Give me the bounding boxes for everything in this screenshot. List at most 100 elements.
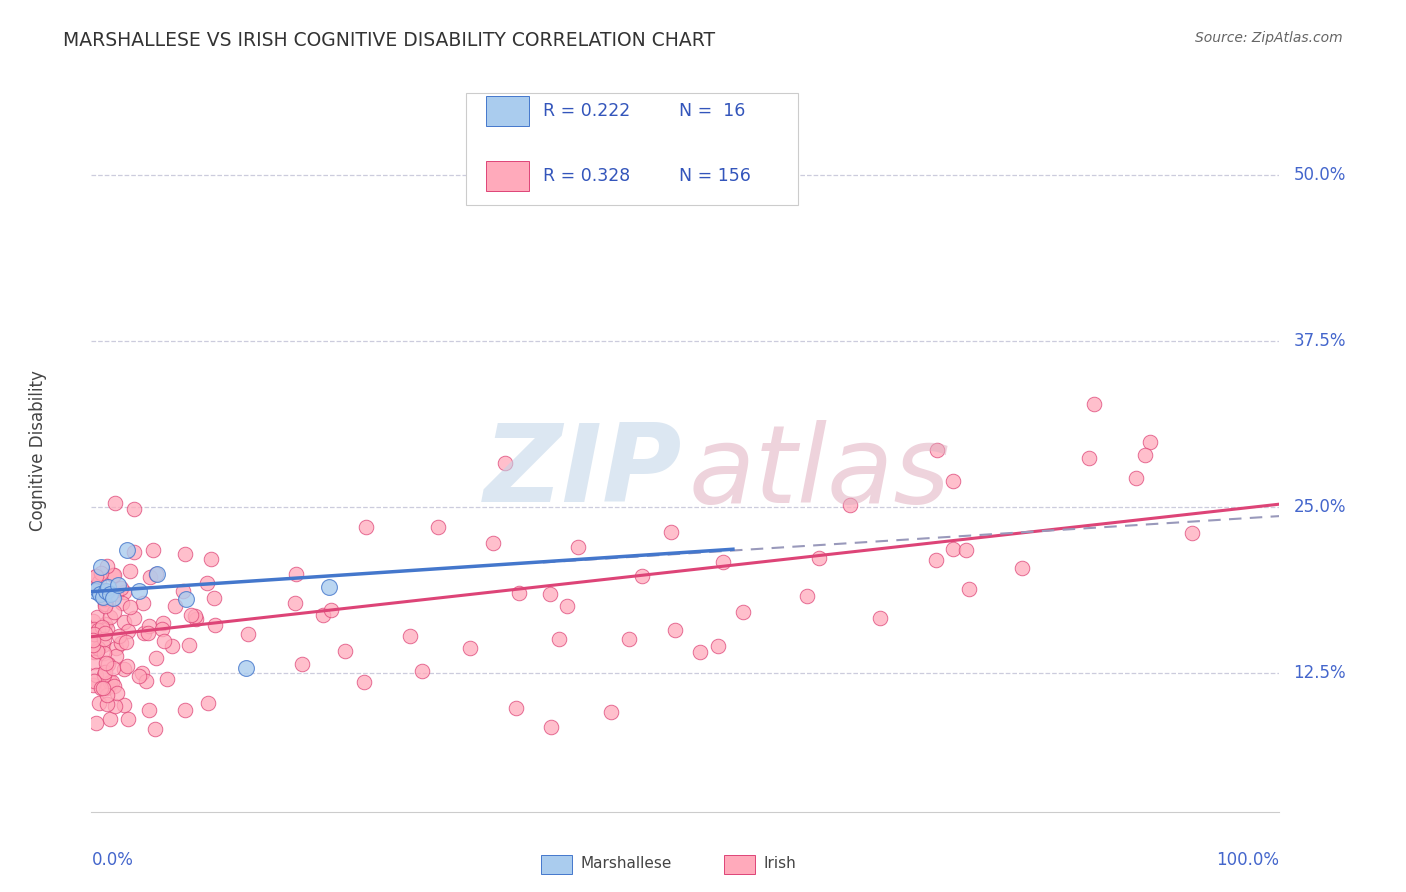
Point — [173, 584, 195, 599]
Point — [285, 566, 308, 581]
Text: Marshallese: Marshallese — [581, 856, 672, 871]
Point — [98, 675, 121, 690]
Point — [706, 639, 728, 653]
Point — [538, 587, 561, 601]
Point — [600, 706, 623, 720]
Point — [152, 615, 174, 630]
Point — [94, 599, 117, 614]
Point — [112, 615, 135, 630]
Point — [94, 617, 117, 632]
Point — [93, 626, 115, 640]
Text: 12.5%: 12.5% — [1294, 664, 1346, 681]
Point — [91, 591, 114, 605]
Point — [117, 624, 139, 638]
Point — [458, 640, 481, 655]
Point — [86, 609, 108, 624]
Point — [555, 599, 578, 614]
Point — [238, 627, 260, 641]
Point — [1181, 526, 1204, 541]
Point — [174, 703, 197, 717]
Point — [100, 610, 122, 624]
Text: 50.0%: 50.0% — [1294, 167, 1346, 185]
Text: R = 0.222: R = 0.222 — [543, 102, 630, 120]
Point — [96, 697, 118, 711]
Point — [93, 667, 115, 681]
Point — [540, 720, 562, 734]
Point — [110, 581, 132, 595]
Point — [103, 605, 125, 619]
Point — [138, 703, 160, 717]
Point — [104, 649, 127, 664]
Point — [411, 664, 433, 678]
Point — [97, 657, 120, 671]
Point — [94, 665, 117, 680]
Point — [101, 568, 124, 582]
Point — [105, 640, 128, 655]
Point — [156, 672, 179, 686]
Point — [505, 701, 527, 715]
Text: Irish: Irish — [763, 856, 796, 871]
Point — [145, 567, 167, 582]
Point — [82, 639, 104, 653]
Point — [117, 712, 139, 726]
Point — [91, 638, 114, 652]
Point — [87, 624, 110, 638]
Text: ZIP: ZIP — [484, 419, 682, 525]
Point — [177, 638, 200, 652]
Point — [83, 580, 105, 594]
Point — [145, 567, 167, 582]
Point — [94, 598, 117, 612]
Point — [107, 577, 129, 591]
Point — [955, 543, 977, 558]
Point — [204, 618, 226, 632]
Point — [1125, 471, 1147, 485]
Point — [176, 591, 198, 606]
Point — [107, 629, 129, 643]
Point — [711, 555, 734, 569]
Point — [319, 603, 342, 617]
Point — [87, 575, 110, 590]
Point — [84, 668, 107, 682]
Text: 25.0%: 25.0% — [1294, 498, 1346, 516]
Point — [1077, 450, 1099, 465]
Point — [86, 582, 108, 596]
Point — [733, 605, 755, 619]
Point — [114, 634, 136, 648]
Point — [112, 663, 135, 677]
Point — [96, 558, 118, 573]
Point — [138, 570, 160, 584]
Point — [84, 570, 107, 584]
Point — [617, 632, 640, 647]
Point — [96, 689, 118, 703]
Point — [197, 575, 219, 590]
Point — [82, 678, 104, 692]
Point — [547, 632, 569, 647]
Point — [122, 611, 145, 625]
Point — [86, 644, 108, 658]
Text: 0.0%: 0.0% — [91, 852, 134, 870]
FancyBboxPatch shape — [486, 96, 529, 126]
Text: N = 156: N = 156 — [679, 167, 751, 185]
FancyBboxPatch shape — [486, 161, 529, 191]
Point — [112, 585, 135, 599]
Point — [235, 660, 257, 674]
Point — [93, 632, 115, 647]
Point — [87, 640, 110, 655]
Point — [104, 698, 127, 713]
Point — [142, 543, 165, 558]
Point — [90, 681, 112, 695]
Point — [128, 669, 150, 683]
Point — [98, 712, 121, 726]
Point — [1011, 561, 1033, 575]
Text: N =  16: N = 16 — [679, 102, 745, 120]
Text: atlas: atlas — [689, 419, 950, 524]
Point — [284, 596, 307, 610]
Text: Cognitive Disability: Cognitive Disability — [30, 370, 46, 531]
Point — [93, 597, 115, 611]
Point — [138, 618, 160, 632]
Point — [89, 587, 111, 601]
Point — [143, 723, 166, 737]
Point — [100, 675, 122, 690]
Point — [82, 614, 104, 628]
Point — [1133, 448, 1156, 462]
